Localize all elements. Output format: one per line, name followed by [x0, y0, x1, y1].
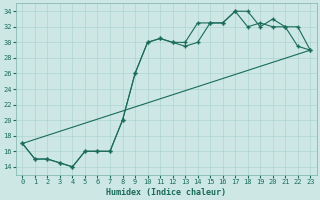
X-axis label: Humidex (Indice chaleur): Humidex (Indice chaleur): [106, 188, 226, 197]
